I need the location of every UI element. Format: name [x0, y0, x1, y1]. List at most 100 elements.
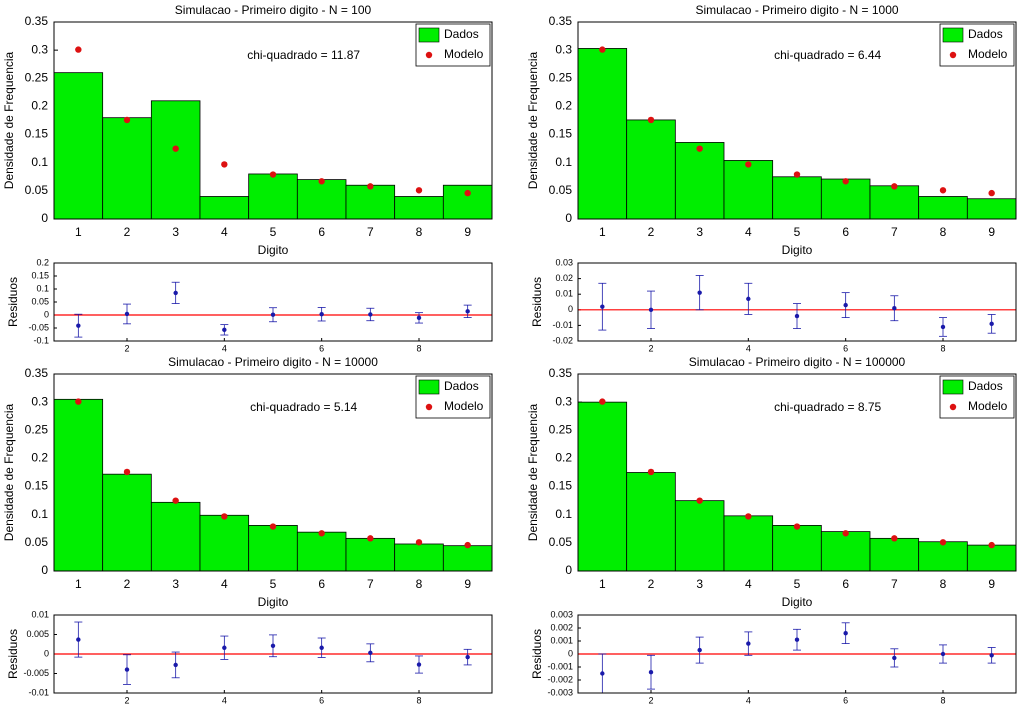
x-tick-label: 4 — [745, 577, 752, 591]
model-point — [172, 145, 179, 152]
model-point — [464, 541, 471, 549]
x-tick-label: 2 — [124, 225, 131, 239]
residual-point — [124, 667, 130, 672]
chart-title: Simulacao - Primeiro digito - N = 100000 — [689, 355, 906, 369]
residual-point — [465, 654, 470, 660]
y-tick-label: 0.35 — [549, 14, 573, 28]
legend-marker — [949, 403, 957, 411]
plot-frame — [53, 614, 493, 694]
y-tick-label: 0.15 — [549, 127, 573, 141]
residual-point — [465, 309, 470, 314]
y-tick-label: 0.1 — [31, 155, 48, 169]
bar — [869, 537, 920, 572]
residual-point — [843, 631, 848, 636]
bar — [199, 514, 250, 572]
y-tick-label: 0 — [41, 211, 48, 225]
legend-label: Modelo — [444, 399, 484, 413]
y-tick-label: 0 — [565, 211, 572, 225]
model-point — [599, 398, 606, 405]
x-tick-label: 4 — [746, 343, 751, 353]
y-tick-label: 0 — [44, 309, 49, 319]
residual-point — [270, 643, 276, 649]
x-tick-label: 7 — [891, 225, 898, 239]
residual-point — [600, 304, 605, 309]
y-tick-label: 0.25 — [549, 70, 573, 84]
legend-label: Dados — [444, 379, 479, 393]
y-tick-label: 0.005 — [26, 629, 49, 639]
model-point — [123, 468, 131, 476]
bar — [772, 176, 822, 220]
y-tick-label: 0.002 — [550, 622, 573, 632]
residual-point — [892, 655, 897, 661]
y-tick-label: 0.05 — [549, 183, 573, 197]
y-tick-label: 0.35 — [25, 14, 49, 28]
y-axis-label: Residuos — [530, 277, 544, 327]
legend-label: Modelo — [968, 47, 1008, 61]
model-point — [988, 541, 995, 549]
residual-point — [76, 323, 81, 328]
residual-point — [600, 671, 605, 676]
y-tick-label: 0.3 — [555, 394, 572, 408]
y-tick-label: 0.2 — [31, 99, 48, 113]
residual-point — [124, 311, 130, 317]
legend-label: Dados — [968, 27, 1003, 41]
residual-point — [794, 313, 800, 319]
x-tick-label: 4 — [221, 225, 228, 239]
residual-point — [368, 312, 373, 317]
y-tick-label: 0.003 — [550, 609, 573, 619]
x-tick-label: 1 — [599, 225, 606, 239]
model-point — [842, 530, 849, 537]
model-point — [269, 523, 277, 530]
x-tick-label: 8 — [416, 225, 423, 239]
x-tick-label: 6 — [318, 577, 325, 591]
y-tick-label: 0.1 — [31, 507, 48, 521]
x-tick-label: 2 — [648, 577, 655, 591]
bar — [674, 500, 725, 572]
y-tick-label: 0.25 — [549, 422, 573, 436]
y-tick-label: 0 — [41, 563, 48, 577]
x-tick-label: 4 — [746, 695, 751, 705]
model-point — [891, 183, 898, 190]
residual-point — [270, 312, 276, 317]
y-tick-label: 0 — [568, 304, 573, 314]
plot-frame — [53, 262, 493, 342]
model-point — [599, 46, 606, 53]
plot-frame — [577, 373, 1017, 572]
x-tick-label: 1 — [75, 225, 82, 239]
x-tick-label: 8 — [940, 695, 945, 705]
x-tick-label: 8 — [940, 577, 947, 591]
legend-swatch — [418, 27, 440, 43]
legend-label: Modelo — [968, 399, 1008, 413]
annotation: chi-quadrado = 5.14 — [250, 400, 357, 414]
y-tick-label: 0.03 — [555, 257, 573, 267]
model-point — [647, 468, 655, 476]
x-tick-label: 8 — [416, 343, 421, 353]
chart-title: Simulacao - Primeiro digito - N = 1000 — [695, 3, 898, 17]
y-axis-label: Densidade de Frequencia — [2, 51, 16, 189]
plot-frame — [53, 21, 493, 220]
y-tick-label: 0.3 — [31, 42, 48, 56]
y-tick-label: -0.005 — [23, 668, 49, 678]
model-point — [318, 530, 325, 537]
plot-frame — [577, 262, 1017, 342]
bar — [150, 501, 201, 572]
model-point — [745, 513, 752, 520]
residual-point — [416, 662, 422, 667]
y-tick-label: 0.15 — [25, 127, 49, 141]
x-tick-label: 8 — [416, 695, 421, 705]
bar — [674, 142, 725, 220]
legend-marker — [949, 51, 957, 59]
residual-point — [222, 645, 227, 650]
y-tick-label: -0.02 — [552, 335, 573, 345]
residual-point — [892, 306, 897, 311]
y-tick-label: 0.02 — [555, 273, 573, 283]
residual-point — [794, 637, 800, 642]
y-tick-label: 0.2 — [555, 99, 572, 113]
x-tick-label: 7 — [367, 225, 374, 239]
y-axis-label: Densidade de Frequencia — [2, 403, 16, 541]
chart-title: Simulacao - Primeiro digito - N = 100 — [175, 3, 372, 17]
y-tick-label: 0.2 — [31, 451, 48, 465]
model-point — [842, 178, 849, 185]
x-tick-label: 4 — [222, 343, 227, 353]
bar — [394, 543, 444, 572]
